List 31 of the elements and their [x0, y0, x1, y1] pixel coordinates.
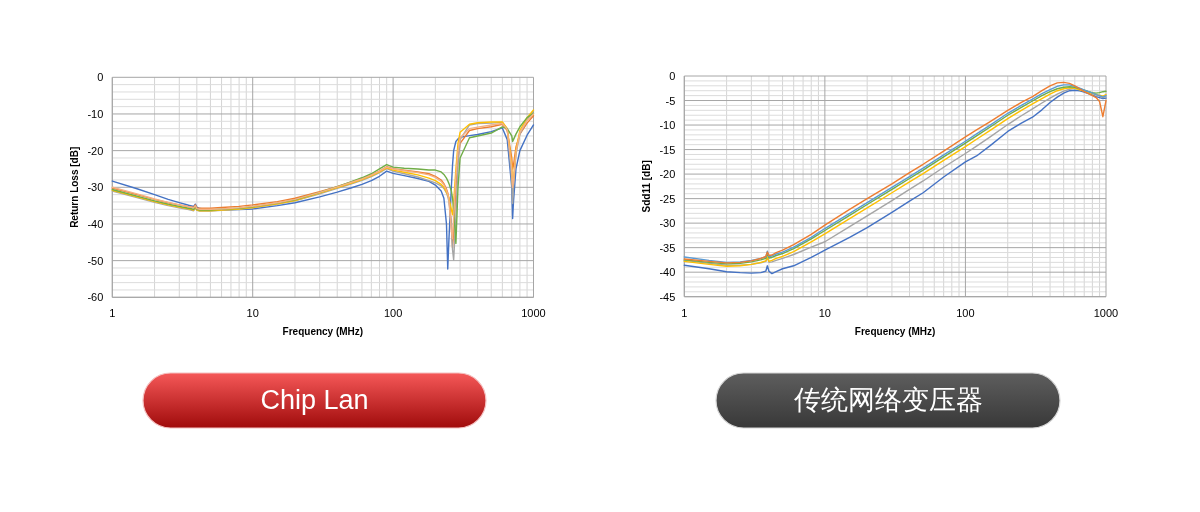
y-tick-label: -45: [659, 290, 676, 303]
y-tick-label: -5: [665, 94, 676, 107]
x-tick-label: 100: [383, 307, 403, 320]
y-tick-label: -25: [659, 192, 676, 205]
x-axis-title: Frequency (MHz): [282, 326, 364, 338]
y-tick-label: 0: [669, 70, 676, 82]
x-tick-label: 1000: [1093, 306, 1119, 319]
x-tick-label: 10: [818, 306, 831, 319]
y-tick-label: -30: [87, 181, 104, 194]
y-tick-label: -10: [87, 107, 104, 120]
y-tick-label: -60: [87, 291, 104, 304]
title: Chip Lan: [260, 384, 369, 415]
x-tick-label: 1: [109, 307, 116, 320]
x-tick-label: 1: [681, 306, 688, 319]
y-tick-label: -20: [659, 168, 676, 181]
y-tick-label: 0: [97, 71, 104, 84]
y-tick-label: -20: [87, 144, 104, 157]
y-axis-title: Return Loss [dB]: [68, 146, 80, 228]
y-tick-label: -50: [87, 254, 104, 267]
y-tick-label: -35: [659, 241, 676, 254]
y-tick-label: -40: [87, 217, 104, 230]
y-axis-title: Sdd11 [dB]: [640, 160, 652, 213]
title: 传统网络变压器: [793, 384, 983, 415]
y-tick-label: -40: [659, 266, 676, 279]
x-tick-label: 100: [956, 306, 975, 319]
x-axis-title: Frequency (MHz): [854, 325, 936, 337]
y-tick-label: -30: [659, 217, 676, 230]
x-tick-label: 10: [246, 307, 259, 320]
x-tick-label: 1000: [521, 307, 546, 320]
y-tick-label: -15: [659, 143, 676, 156]
y-tick-label: -10: [659, 119, 676, 132]
